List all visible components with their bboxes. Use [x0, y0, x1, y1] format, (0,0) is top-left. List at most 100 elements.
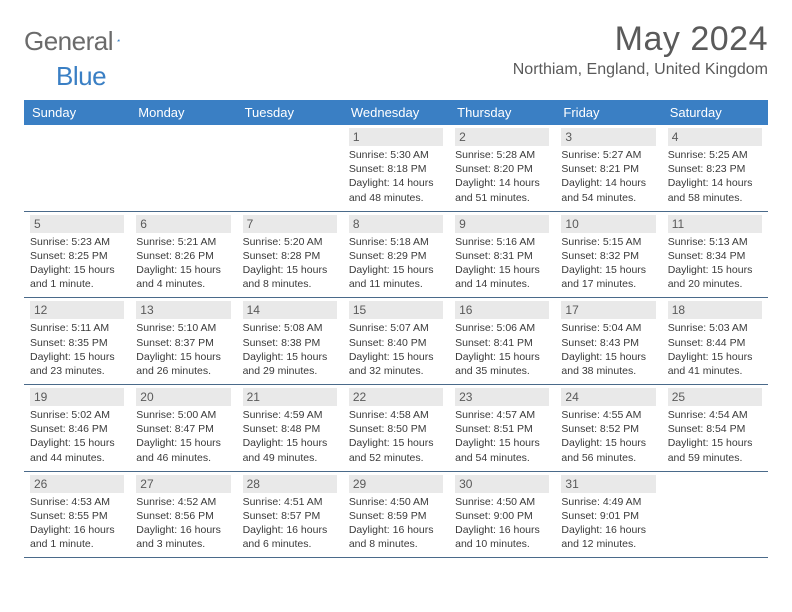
empty-cell [662, 471, 768, 558]
logo-sail-icon [117, 31, 120, 49]
day-number: 2 [455, 128, 549, 146]
sun-info: Sunrise: 4:50 AMSunset: 9:00 PMDaylight:… [455, 495, 549, 552]
day-header-monday: Monday [130, 100, 236, 125]
sun-info: Sunrise: 4:51 AMSunset: 8:57 PMDaylight:… [243, 495, 337, 552]
day-cell: 31 Sunrise: 4:49 AMSunset: 9:01 PMDayligh… [555, 471, 661, 558]
sun-info: Sunrise: 5:28 AMSunset: 8:20 PMDaylight:… [455, 148, 549, 205]
day-number: 6 [136, 215, 230, 233]
day-number: 11 [668, 215, 762, 233]
calendar-page: General May 2024 Northiam, England, Unit… [0, 0, 792, 578]
sun-info: Sunrise: 5:03 AMSunset: 8:44 PMDaylight:… [668, 321, 762, 378]
day-cell: 22Sunrise: 4:58 AMSunset: 8:50 PMDayligh… [343, 385, 449, 472]
sun-info: Sunrise: 4:54 AMSunset: 8:54 PMDaylight:… [668, 408, 762, 465]
day-number: 31 [561, 475, 655, 493]
day-cell: 16 Sunrise: 5:06 AMSunset: 8:41 PMDayligh… [449, 298, 555, 385]
calendar-table: SundayMondayTuesdayWednesdayThursdayFrid… [24, 100, 768, 558]
day-number: 23 [455, 388, 549, 406]
day-header-friday: Friday [555, 100, 661, 125]
day-cell: 30Sunrise: 4:50 AMSunset: 9:00 PMDayligh… [449, 471, 555, 558]
sun-info: Sunrise: 4:49 AMSunset: 9:01 PMDaylight:… [561, 495, 655, 552]
day-header-thursday: Thursday [449, 100, 555, 125]
day-number: 18 [668, 301, 762, 319]
sun-info: Sunrise: 5:23 AMSunset: 8:25 PMDaylight:… [30, 235, 124, 292]
day-number: 22 [349, 388, 443, 406]
calendar-body: 1Sunrise: 5:30 AMSunset: 8:18 PMDaylight… [24, 125, 768, 558]
logo-word-2: Blue [56, 61, 106, 91]
day-number: 8 [349, 215, 443, 233]
day-number: 20 [136, 388, 230, 406]
day-number: 27 [136, 475, 230, 493]
day-header-saturday: Saturday [662, 100, 768, 125]
day-number: 21 [243, 388, 337, 406]
day-number: 26 [30, 475, 124, 493]
day-cell: 29Sunrise: 4:50 AMSunset: 8:59 PMDayligh… [343, 471, 449, 558]
sun-info: Sunrise: 5:13 AMSunset: 8:34 PMDaylight:… [668, 235, 762, 292]
day-number: 29 [349, 475, 443, 493]
day-header-sunday: Sunday [24, 100, 130, 125]
sun-info: Sunrise: 5:18 AMSunset: 8:29 PMDaylight:… [349, 235, 443, 292]
day-cell: 17Sunrise: 5:04 AMSunset: 8:43 PMDayligh… [555, 298, 661, 385]
sun-info: Sunrise: 5:25 AMSunset: 8:23 PMDaylight:… [668, 148, 762, 205]
empty-cell [24, 125, 130, 211]
day-cell: 6 Sunrise: 5:21 AMSunset: 8:26 PMDaylight… [130, 211, 236, 298]
day-cell: 13 Sunrise: 5:10 AMSunset: 8:37 PMDayligh… [130, 298, 236, 385]
day-cell: 27 Sunrise: 4:52 AMSunset: 8:56 PMDayligh… [130, 471, 236, 558]
month-title: May 2024 [513, 20, 768, 59]
day-header-row: SundayMondayTuesdayWednesdayThursdayFrid… [24, 100, 768, 125]
day-cell: 23 Sunrise: 4:57 AMSunset: 8:51 PMDayligh… [449, 385, 555, 472]
day-cell: 4 Sunrise: 5:25 AMSunset: 8:23 PMDaylight… [662, 125, 768, 211]
logo: General [24, 20, 141, 57]
sun-info: Sunrise: 5:11 AMSunset: 8:35 PMDaylight:… [30, 321, 124, 378]
day-cell: 14 Sunrise: 5:08 AMSunset: 8:38 PMDayligh… [237, 298, 343, 385]
sun-info: Sunrise: 4:59 AMSunset: 8:48 PMDaylight:… [243, 408, 337, 465]
day-number: 28 [243, 475, 337, 493]
day-header-tuesday: Tuesday [237, 100, 343, 125]
day-number: 9 [455, 215, 549, 233]
day-number: 17 [561, 301, 655, 319]
day-cell: 15 Sunrise: 5:07 AMSunset: 8:40 PMDayligh… [343, 298, 449, 385]
day-cell: 8 Sunrise: 5:18 AMSunset: 8:29 PMDaylight… [343, 211, 449, 298]
sun-info: Sunrise: 5:10 AMSunset: 8:37 PMDaylight:… [136, 321, 230, 378]
day-cell: 1Sunrise: 5:30 AMSunset: 8:18 PMDaylight… [343, 125, 449, 211]
sun-info: Sunrise: 5:00 AMSunset: 8:47 PMDaylight:… [136, 408, 230, 465]
week-row: 1Sunrise: 5:30 AMSunset: 8:18 PMDaylight… [24, 125, 768, 211]
sun-info: Sunrise: 4:53 AMSunset: 8:55 PMDaylight:… [30, 495, 124, 552]
day-cell: 11 Sunrise: 5:13 AMSunset: 8:34 PMDayligh… [662, 211, 768, 298]
day-cell: 10 Sunrise: 5:15 AMSunset: 8:32 PMDayligh… [555, 211, 661, 298]
day-number: 4 [668, 128, 762, 146]
sun-info: Sunrise: 5:07 AMSunset: 8:40 PMDaylight:… [349, 321, 443, 378]
week-row: 26 Sunrise: 4:53 AMSunset: 8:55 PMDayligh… [24, 471, 768, 558]
day-cell: 18 Sunrise: 5:03 AMSunset: 8:44 PMDayligh… [662, 298, 768, 385]
day-number: 10 [561, 215, 655, 233]
sun-info: Sunrise: 5:06 AMSunset: 8:41 PMDaylight:… [455, 321, 549, 378]
location: Northiam, England, United Kingdom [513, 61, 768, 79]
sun-info: Sunrise: 5:27 AMSunset: 8:21 PMDaylight:… [561, 148, 655, 205]
week-row: 5 Sunrise: 5:23 AMSunset: 8:25 PMDaylight… [24, 211, 768, 298]
logo-word-1: General [24, 26, 113, 57]
day-number: 19 [30, 388, 124, 406]
day-cell: 3 Sunrise: 5:27 AMSunset: 8:21 PMDaylight… [555, 125, 661, 211]
day-header-wednesday: Wednesday [343, 100, 449, 125]
day-number: 7 [243, 215, 337, 233]
sun-info: Sunrise: 5:30 AMSunset: 8:18 PMDaylight:… [349, 148, 443, 205]
day-cell: 19Sunrise: 5:02 AMSunset: 8:46 PMDayligh… [24, 385, 130, 472]
empty-cell [237, 125, 343, 211]
sun-info: Sunrise: 5:15 AMSunset: 8:32 PMDaylight:… [561, 235, 655, 292]
day-cell: 2 Sunrise: 5:28 AMSunset: 8:20 PMDaylight… [449, 125, 555, 211]
day-cell: 9Sunrise: 5:16 AMSunset: 8:31 PMDaylight… [449, 211, 555, 298]
day-number: 16 [455, 301, 549, 319]
day-cell: 5 Sunrise: 5:23 AMSunset: 8:25 PMDaylight… [24, 211, 130, 298]
day-cell: 21 Sunrise: 4:59 AMSunset: 8:48 PMDayligh… [237, 385, 343, 472]
day-cell: 24Sunrise: 4:55 AMSunset: 8:52 PMDayligh… [555, 385, 661, 472]
sun-info: Sunrise: 5:21 AMSunset: 8:26 PMDaylight:… [136, 235, 230, 292]
day-number: 15 [349, 301, 443, 319]
day-cell: 7Sunrise: 5:20 AMSunset: 8:28 PMDaylight… [237, 211, 343, 298]
day-number: 5 [30, 215, 124, 233]
week-row: 12Sunrise: 5:11 AMSunset: 8:35 PMDayligh… [24, 298, 768, 385]
sun-info: Sunrise: 5:08 AMSunset: 8:38 PMDaylight:… [243, 321, 337, 378]
day-number: 14 [243, 301, 337, 319]
sun-info: Sunrise: 4:52 AMSunset: 8:56 PMDaylight:… [136, 495, 230, 552]
day-number: 13 [136, 301, 230, 319]
sun-info: Sunrise: 4:57 AMSunset: 8:51 PMDaylight:… [455, 408, 549, 465]
day-number: 3 [561, 128, 655, 146]
